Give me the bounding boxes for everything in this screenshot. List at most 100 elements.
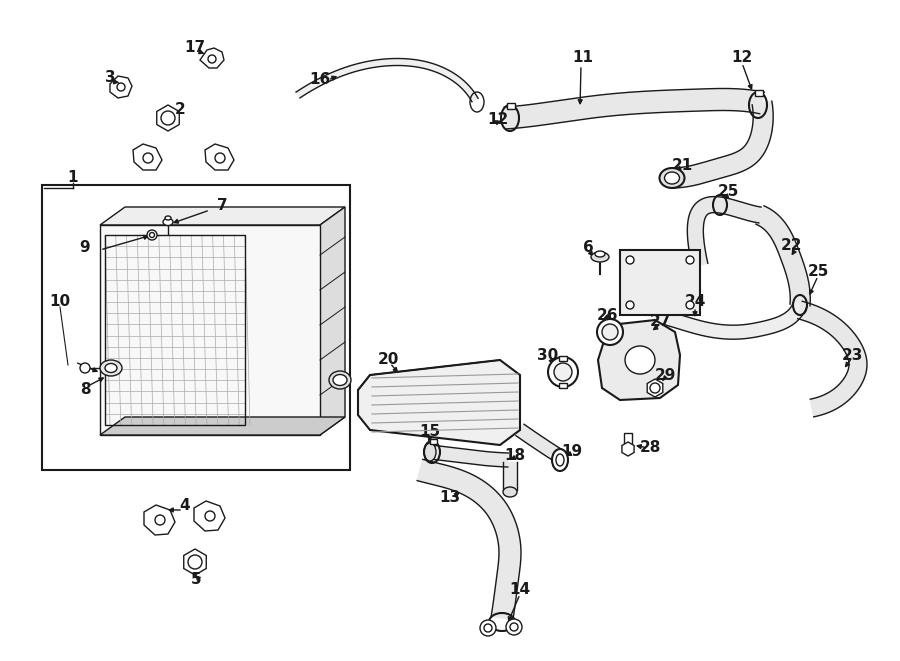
Text: 6: 6 bbox=[582, 241, 593, 256]
Text: 12: 12 bbox=[732, 50, 752, 65]
Polygon shape bbox=[598, 320, 680, 400]
Ellipse shape bbox=[333, 375, 347, 385]
Text: 7: 7 bbox=[217, 198, 228, 214]
Circle shape bbox=[205, 511, 215, 521]
Bar bbox=[559, 383, 567, 388]
Text: 15: 15 bbox=[419, 424, 441, 440]
Polygon shape bbox=[100, 207, 345, 225]
Ellipse shape bbox=[163, 219, 173, 225]
Text: 18: 18 bbox=[504, 447, 526, 463]
Ellipse shape bbox=[329, 371, 351, 389]
Text: 26: 26 bbox=[598, 307, 619, 323]
Bar bbox=[105, 235, 245, 425]
Text: 29: 29 bbox=[654, 368, 676, 383]
Bar bbox=[755, 90, 763, 96]
Text: 14: 14 bbox=[509, 582, 531, 598]
Polygon shape bbox=[358, 360, 520, 445]
Circle shape bbox=[143, 153, 153, 163]
Text: 2: 2 bbox=[175, 102, 185, 118]
Circle shape bbox=[686, 256, 694, 264]
Text: 25: 25 bbox=[717, 184, 739, 200]
Bar bbox=[430, 439, 437, 444]
Circle shape bbox=[188, 555, 202, 569]
Text: 27: 27 bbox=[649, 315, 670, 329]
Circle shape bbox=[510, 623, 518, 631]
Polygon shape bbox=[756, 206, 810, 306]
Polygon shape bbox=[429, 445, 508, 467]
Ellipse shape bbox=[664, 172, 680, 184]
Ellipse shape bbox=[548, 357, 578, 387]
Polygon shape bbox=[194, 501, 225, 531]
Polygon shape bbox=[100, 417, 345, 435]
Circle shape bbox=[80, 363, 90, 373]
Polygon shape bbox=[672, 101, 773, 188]
Text: 24: 24 bbox=[684, 295, 706, 309]
Text: 22: 22 bbox=[781, 237, 803, 253]
Text: 13: 13 bbox=[439, 490, 461, 506]
Text: 11: 11 bbox=[572, 50, 593, 65]
Polygon shape bbox=[100, 225, 320, 435]
Polygon shape bbox=[320, 207, 345, 435]
Text: 30: 30 bbox=[537, 348, 559, 362]
Text: 5: 5 bbox=[191, 572, 202, 588]
Text: 21: 21 bbox=[671, 157, 693, 173]
Text: 10: 10 bbox=[50, 295, 70, 309]
Ellipse shape bbox=[503, 487, 517, 497]
Polygon shape bbox=[503, 462, 517, 490]
Ellipse shape bbox=[597, 319, 623, 345]
Bar bbox=[42, 185, 350, 470]
Polygon shape bbox=[296, 58, 478, 102]
Ellipse shape bbox=[602, 324, 618, 340]
Polygon shape bbox=[200, 48, 224, 68]
Text: 8: 8 bbox=[80, 383, 90, 397]
Text: 16: 16 bbox=[310, 73, 330, 87]
Polygon shape bbox=[418, 459, 521, 620]
Circle shape bbox=[161, 111, 175, 125]
Circle shape bbox=[215, 153, 225, 163]
Text: 19: 19 bbox=[562, 444, 582, 459]
Text: 25: 25 bbox=[807, 264, 829, 280]
Text: 4: 4 bbox=[180, 498, 190, 512]
Ellipse shape bbox=[552, 449, 568, 471]
Polygon shape bbox=[504, 89, 764, 129]
Polygon shape bbox=[653, 302, 806, 339]
Circle shape bbox=[117, 83, 125, 91]
Circle shape bbox=[208, 55, 216, 63]
Bar bbox=[620, 250, 700, 315]
Circle shape bbox=[149, 233, 155, 237]
Polygon shape bbox=[133, 144, 162, 170]
Circle shape bbox=[155, 515, 165, 525]
Bar bbox=[507, 103, 515, 109]
Ellipse shape bbox=[554, 363, 572, 381]
Text: 12: 12 bbox=[488, 112, 508, 128]
Ellipse shape bbox=[591, 252, 609, 262]
Ellipse shape bbox=[105, 364, 117, 373]
Polygon shape bbox=[205, 144, 234, 170]
Polygon shape bbox=[688, 196, 761, 267]
Circle shape bbox=[147, 230, 157, 240]
Ellipse shape bbox=[660, 168, 685, 188]
Text: 28: 28 bbox=[639, 440, 661, 455]
Circle shape bbox=[506, 619, 522, 635]
Text: 3: 3 bbox=[104, 71, 115, 85]
Polygon shape bbox=[110, 76, 132, 98]
Polygon shape bbox=[516, 424, 566, 464]
Polygon shape bbox=[797, 301, 867, 417]
Bar bbox=[624, 433, 632, 445]
Ellipse shape bbox=[625, 346, 655, 374]
Text: 23: 23 bbox=[842, 348, 863, 362]
Ellipse shape bbox=[424, 443, 436, 461]
Circle shape bbox=[686, 301, 694, 309]
Circle shape bbox=[650, 383, 660, 393]
Text: 17: 17 bbox=[184, 40, 205, 56]
Circle shape bbox=[626, 256, 634, 264]
Circle shape bbox=[484, 624, 492, 632]
Text: 9: 9 bbox=[80, 241, 90, 256]
Ellipse shape bbox=[595, 251, 605, 257]
Text: 20: 20 bbox=[377, 352, 399, 368]
Text: 1: 1 bbox=[68, 171, 78, 186]
Ellipse shape bbox=[100, 360, 122, 376]
Ellipse shape bbox=[165, 216, 171, 220]
Ellipse shape bbox=[556, 454, 564, 466]
Circle shape bbox=[626, 301, 634, 309]
